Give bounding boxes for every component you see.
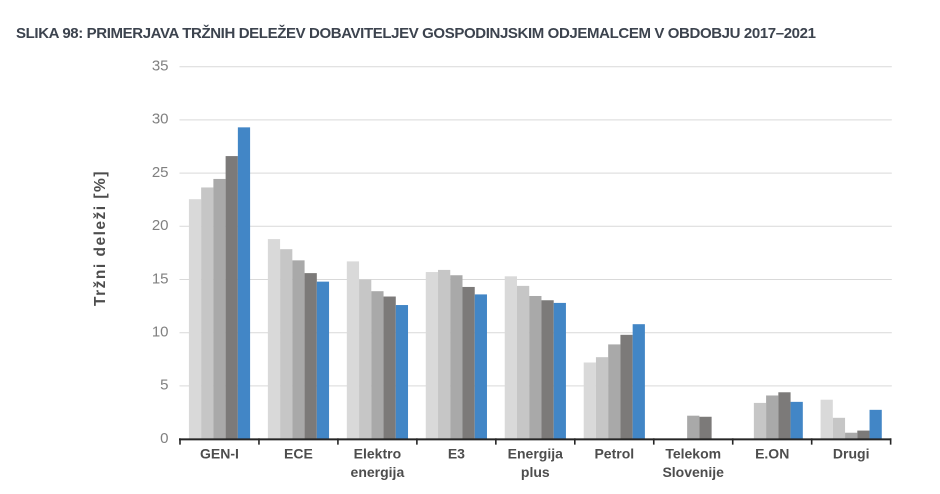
svg-text:plus: plus <box>521 464 550 480</box>
svg-text:20: 20 <box>152 217 169 234</box>
svg-text:Tržni deleži [%]: Tržni deleži [%] <box>92 170 109 306</box>
svg-text:0: 0 <box>160 430 168 447</box>
svg-text:Telekom: Telekom <box>665 446 721 462</box>
svg-text:30: 30 <box>152 111 169 128</box>
svg-text:GEN-I: GEN-I <box>200 446 239 462</box>
svg-text:15: 15 <box>152 270 169 287</box>
svg-text:ECE: ECE <box>284 446 313 462</box>
svg-text:Drugi: Drugi <box>833 446 870 462</box>
svg-text:5: 5 <box>160 377 168 394</box>
svg-text:E3: E3 <box>448 446 465 462</box>
svg-text:E.ON: E.ON <box>755 446 789 462</box>
svg-text:10: 10 <box>152 324 169 341</box>
svg-text:35: 35 <box>152 58 169 75</box>
svg-text:Slovenije: Slovenije <box>662 464 724 480</box>
svg-text:Petrol: Petrol <box>594 446 634 462</box>
svg-text:Elektro: Elektro <box>354 446 401 462</box>
svg-text:25: 25 <box>152 164 169 181</box>
svg-text:Energija: Energija <box>508 446 563 462</box>
svg-text:energija: energija <box>351 464 405 480</box>
